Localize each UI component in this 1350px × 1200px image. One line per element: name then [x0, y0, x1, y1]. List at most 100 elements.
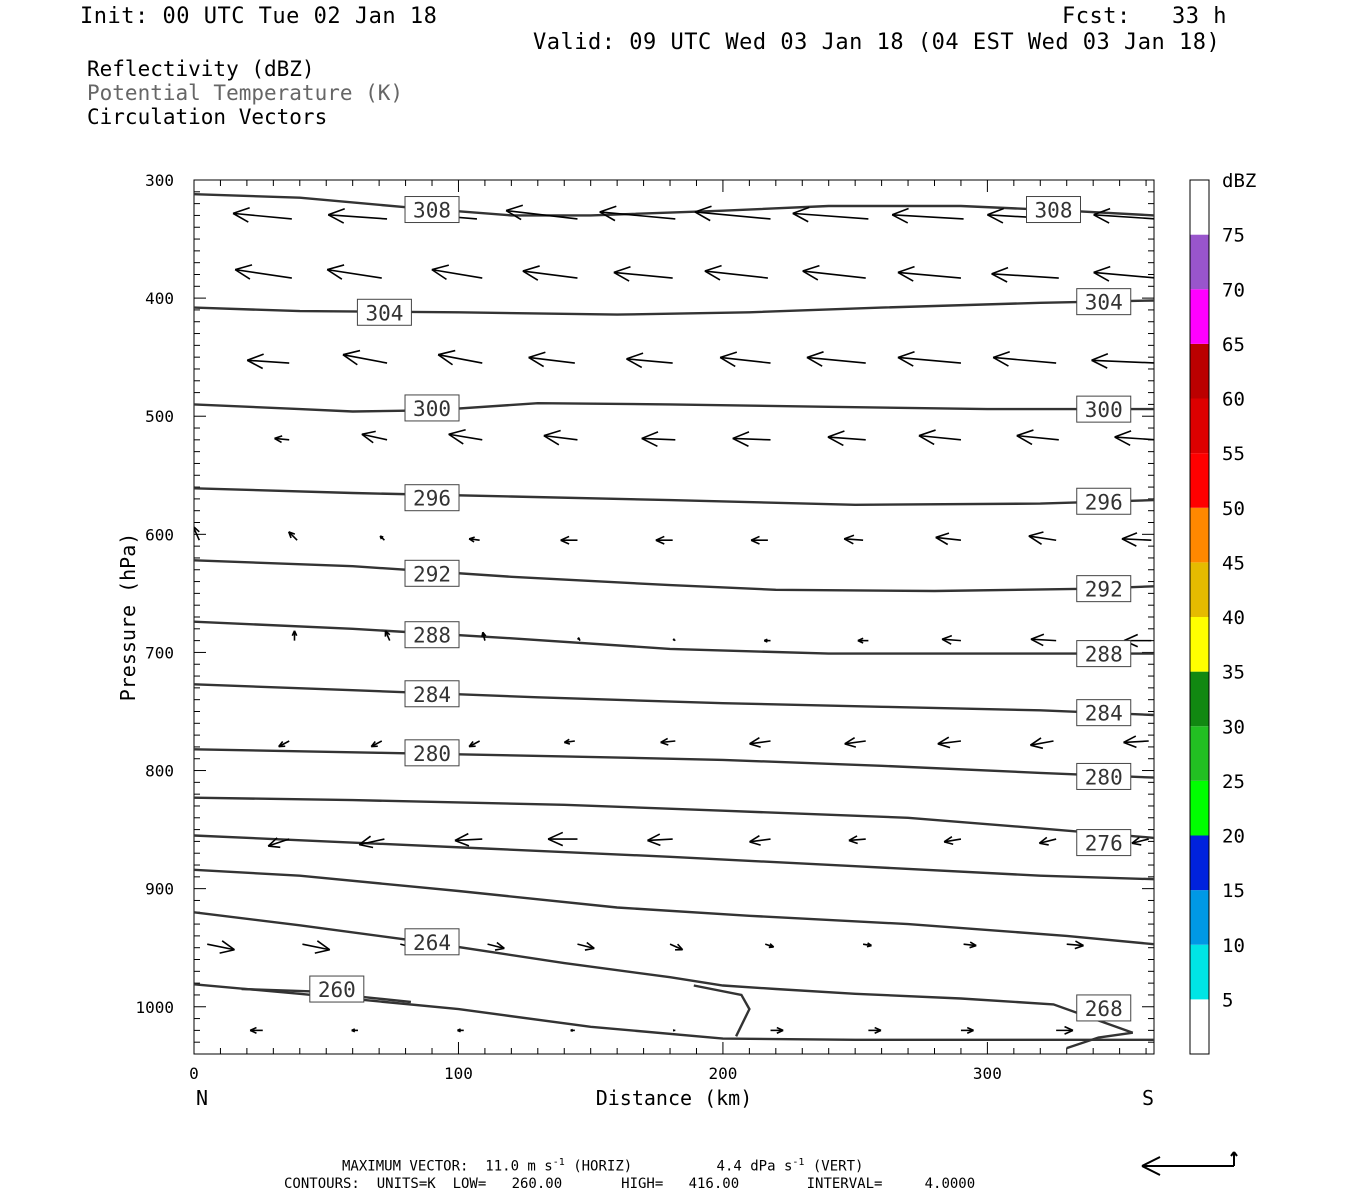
- theta-contour-288: [194, 620, 1154, 655]
- theta-contour-line: [194, 796, 1154, 840]
- vector-head: [704, 264, 722, 272]
- x-tick-label: 200: [708, 1064, 737, 1083]
- vector-head: [543, 429, 561, 437]
- circulation-vector: [857, 637, 869, 644]
- vector-head: [647, 839, 661, 847]
- circulation-vector: [848, 835, 866, 845]
- vector-head: [806, 356, 823, 367]
- circulation-vector: [719, 351, 771, 368]
- vector-head: [457, 1029, 461, 1033]
- vector-head: [522, 270, 539, 281]
- circulation-vector: [234, 264, 292, 280]
- circulation-vector: [267, 837, 290, 849]
- vector-head: [827, 436, 844, 447]
- vector-head: [844, 737, 856, 745]
- circulation-vector: [454, 832, 483, 847]
- theta-contour-296: [194, 487, 1154, 507]
- y-tick-label: 300: [145, 171, 174, 190]
- max-vector-vert-value: 4.4 dPa s: [716, 1158, 793, 1175]
- circulation-vector: [246, 353, 290, 370]
- colorbar-segment: [1190, 343, 1209, 399]
- vector-head: [431, 268, 447, 281]
- vector-head: [584, 947, 595, 951]
- circulation-vector: [792, 206, 869, 223]
- circulation-vector: [291, 630, 298, 641]
- circulation-vector: [732, 431, 771, 447]
- circulation-vector: [937, 736, 962, 749]
- vector-shaft: [288, 531, 298, 541]
- vector-shaft: [1030, 638, 1057, 642]
- contour-label-box: [1076, 699, 1132, 727]
- circulation-vector: [361, 430, 388, 444]
- vector-head: [342, 354, 358, 366]
- vector-head: [806, 351, 824, 359]
- circulation-vector: [577, 637, 581, 642]
- vector-head: [848, 835, 858, 842]
- contour-label-box: [1026, 196, 1082, 224]
- vector-shaft: [844, 538, 864, 542]
- colorbar-level-label: 30: [1222, 716, 1245, 738]
- max-vector-horiz-exponent: -1: [552, 1157, 565, 1168]
- vector-shaft: [1114, 436, 1154, 441]
- circulation-vector: [704, 264, 768, 281]
- colorbar-level-label: 40: [1222, 607, 1245, 629]
- contour-label: 268: [1085, 997, 1123, 1021]
- vector-shaft: [732, 437, 771, 441]
- vector-head: [326, 264, 345, 271]
- colorbar-segment: [1190, 234, 1209, 290]
- colorbar-segment: [1190, 671, 1209, 727]
- theta-contour-300: [194, 401, 1154, 413]
- axis-tick-labels: 0 100 200 300 300 400 500 600 700 800 900 1000: [135, 171, 1001, 1083]
- colorbar: 5 10 15 20 25 30 35 40 45 50 55 60 65 70 75: [1189, 179, 1245, 1055]
- vector-head: [969, 944, 977, 949]
- contour-label-box: [1076, 640, 1132, 668]
- colorbar-segment: [1190, 398, 1209, 454]
- contour-label: 304: [365, 301, 403, 325]
- vector-head: [528, 351, 546, 359]
- contour-label-box: [1076, 575, 1132, 603]
- vector-head: [326, 268, 343, 280]
- vector-shaft: [749, 740, 771, 745]
- vector-head: [992, 356, 1009, 367]
- vector-head: [918, 429, 936, 437]
- circulation-vector: [672, 1029, 676, 1032]
- vector-shaft: [528, 356, 575, 364]
- theta-contours: [194, 193, 1154, 1050]
- theta-contour-284: [194, 683, 1154, 717]
- contour-label: 288: [413, 624, 451, 648]
- vector-shaft: [647, 838, 673, 842]
- vector-shaft: [454, 838, 483, 842]
- vector-head: [1123, 741, 1137, 749]
- vector-head: [327, 207, 346, 216]
- circulation-vector: [770, 1026, 784, 1034]
- vector-shaft: [626, 358, 673, 364]
- colorbar-segment: [1190, 562, 1209, 617]
- vector-shaft: [944, 838, 962, 843]
- max-vector-horiz-unit: (HORIZ): [573, 1158, 633, 1175]
- vector-head: [547, 838, 564, 847]
- init-time: Init: 00 UTC Tue 02 Jan 18: [80, 4, 438, 29]
- theta-contour-276: [194, 834, 1154, 881]
- vector-head: [267, 837, 278, 847]
- contour-label: 264: [413, 931, 451, 955]
- plot-frame: [193, 179, 1155, 1055]
- circulation-vector: [431, 264, 483, 281]
- vector-head: [219, 948, 235, 954]
- contour-label: 260: [318, 978, 356, 1002]
- circulation-vectors: [194, 204, 1154, 1035]
- vector-head: [874, 1026, 882, 1032]
- vector-head: [891, 214, 909, 224]
- vector-head: [857, 639, 864, 644]
- circulation-vector: [806, 351, 866, 367]
- vector-head: [719, 356, 736, 368]
- vector-head: [599, 205, 617, 213]
- vector-head: [1075, 940, 1084, 947]
- vector-shaft: [1066, 943, 1084, 947]
- vector-head: [749, 743, 761, 748]
- circulation-vector: [487, 941, 505, 951]
- vector-head: [351, 1029, 356, 1033]
- vector-head: [268, 845, 281, 849]
- circulation-vector: [547, 831, 578, 847]
- circulation-vector: [827, 430, 866, 447]
- vector-head: [454, 832, 469, 842]
